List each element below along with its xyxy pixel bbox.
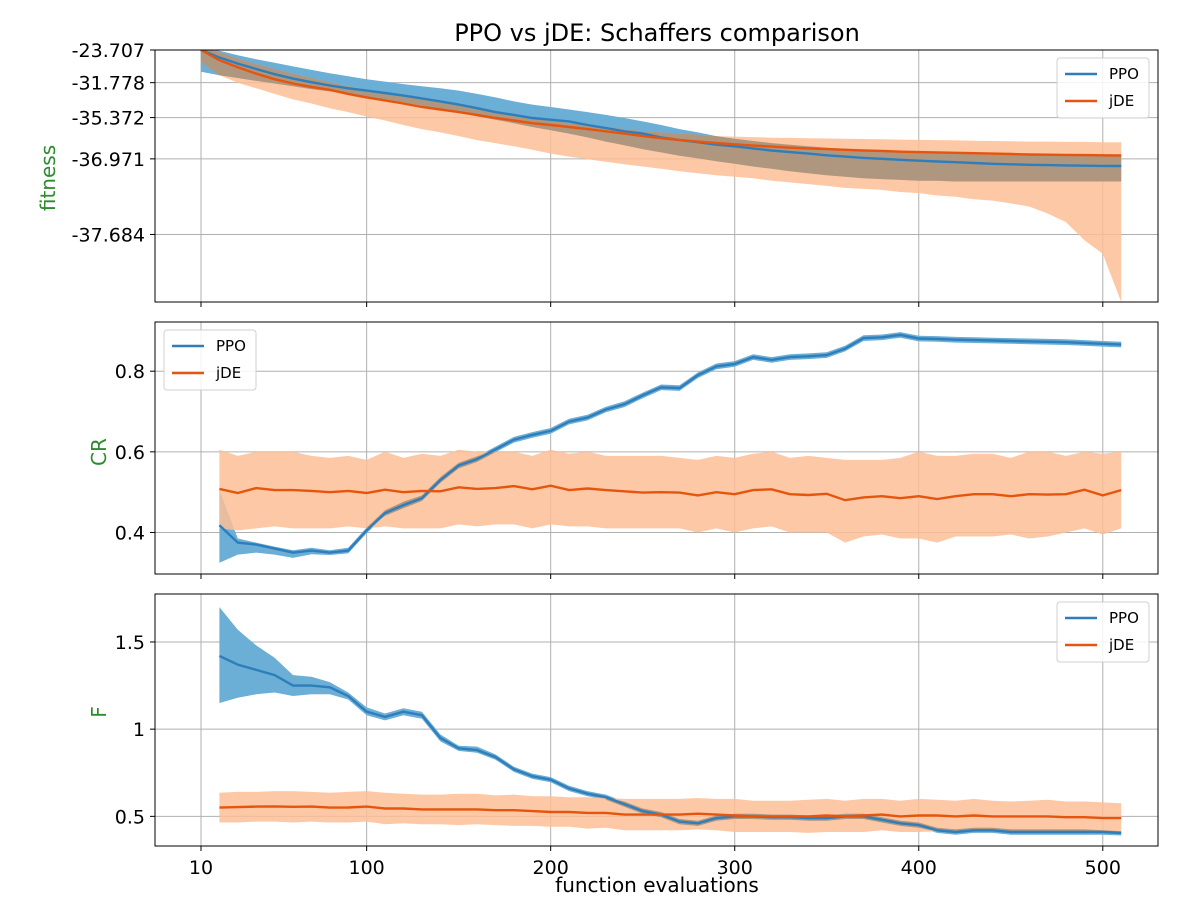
y-tick-label: 0.5 [115,806,145,828]
jde-line [219,805,1122,820]
x-tick-label: 10 [189,857,213,879]
x-tick-label: 100 [349,857,385,879]
plot-frame [154,49,1159,303]
ppo-line [218,654,1122,835]
y-tick-label: -36.971 [72,149,145,171]
legend: PPO jDE [1056,57,1150,119]
plot-frame [154,593,1159,847]
y-tick-label: 0.8 [115,361,145,383]
legend-label-ppo: PPO [1109,609,1139,627]
jde-line [219,484,1122,502]
x-tick-label: 500 [1085,857,1121,879]
y-tick-label: 0.6 [115,442,145,464]
y-tick-label: -31.778 [72,73,145,95]
legend-label-jde: jDE [1108,636,1134,654]
legend-label-jde: jDE [215,364,241,382]
y-axis-title: CR [87,438,111,466]
jde-band [201,50,1122,302]
jde-line [200,50,1122,157]
y-tick-label: 1.5 [115,632,145,654]
y-tick-label: 1 [133,719,145,741]
plot-frame [154,321,1159,575]
legend-label-ppo: PPO [1109,65,1139,83]
panel-f: 0.5 1 1.5 10 100 200 300 400 500 F PPO jDE [87,593,1159,879]
x-tick-label: 200 [533,857,569,879]
legend: PPO jDE [163,329,257,391]
legend: PPO jDE [1056,601,1150,663]
legend-label-jde: jDE [1108,92,1134,110]
ppo-line [218,333,1122,554]
panel-fitness: -23.707 -31.778 -35.372 -36.971 -37.684 fitne… [36,40,1159,307]
legend-label-ppo: PPO [216,337,246,355]
y-tick-label: -37.684 [72,224,145,246]
y-tick-label: -35.372 [72,108,145,130]
x-tick-label: 400 [901,857,937,879]
y-axis-title: F [87,706,111,718]
overlap-band [201,50,1122,182]
x-tick-label: 300 [717,857,753,879]
chart-title: PPO vs jDE: Schaffers comparison [454,19,860,47]
y-tick-label: 0.4 [115,522,145,544]
jde-band [219,449,1122,543]
y-axis-title: fitness [36,145,60,211]
y-tick-label: -23.707 [72,40,145,62]
jde-band [219,791,1122,834]
panel-cr: 0.4 0.6 0.8 CR PPO jDE [87,321,1159,579]
x-axis-title: function evaluations [555,873,759,897]
